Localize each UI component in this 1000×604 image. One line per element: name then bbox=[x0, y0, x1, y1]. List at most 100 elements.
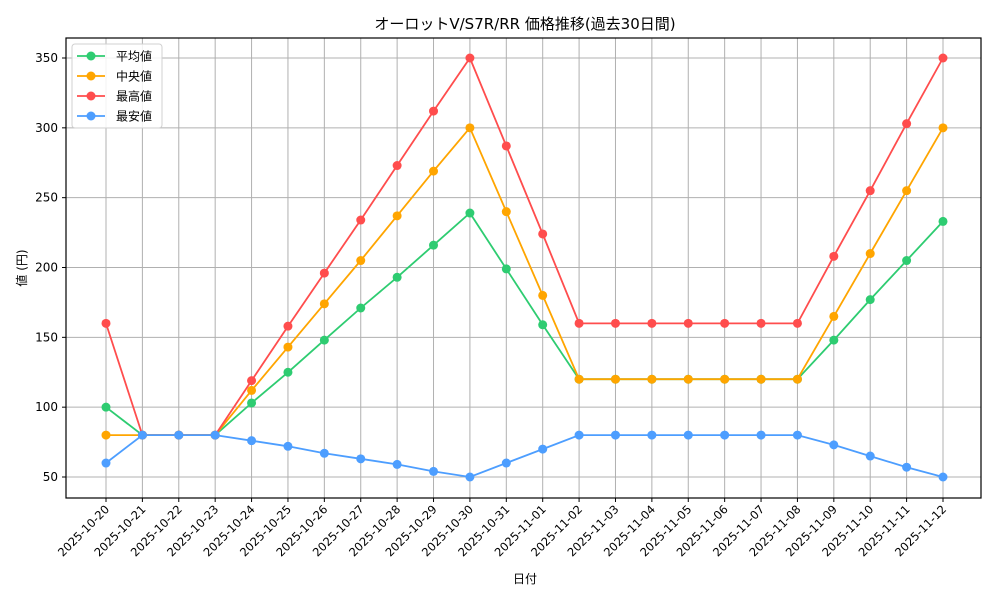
data-point bbox=[538, 444, 548, 454]
data-point bbox=[792, 374, 802, 384]
y-tick-label: 200 bbox=[35, 261, 58, 275]
x-axis-label: 日付 bbox=[513, 572, 537, 586]
data-point bbox=[356, 256, 366, 266]
grid-lines bbox=[66, 38, 981, 498]
data-point bbox=[938, 123, 948, 133]
data-point bbox=[283, 321, 293, 331]
data-point bbox=[865, 249, 875, 259]
data-point bbox=[319, 299, 329, 309]
chart-title: オーロットV/S7R/RR 価格推移(過去30日間) bbox=[374, 15, 675, 33]
legend-marker-icon bbox=[86, 111, 96, 121]
data-point bbox=[465, 123, 475, 133]
series-3 bbox=[101, 430, 948, 482]
data-point bbox=[902, 119, 912, 129]
data-point bbox=[174, 430, 184, 440]
data-point bbox=[501, 141, 511, 151]
series-1 bbox=[101, 123, 948, 440]
y-axis-label: 値 (円) bbox=[14, 249, 29, 286]
data-point bbox=[538, 320, 548, 330]
legend-item: 中央値 bbox=[77, 69, 152, 84]
data-point bbox=[319, 268, 329, 278]
data-point bbox=[792, 430, 802, 440]
data-point bbox=[865, 186, 875, 196]
data-point bbox=[938, 53, 948, 63]
legend-label: 中央値 bbox=[116, 69, 152, 84]
data-point bbox=[610, 374, 620, 384]
data-point bbox=[319, 335, 329, 345]
data-point bbox=[392, 161, 402, 171]
legend-marker-icon bbox=[86, 51, 96, 61]
data-point bbox=[756, 374, 766, 384]
data-point bbox=[720, 318, 730, 328]
data-point bbox=[538, 290, 548, 300]
data-point bbox=[101, 402, 111, 412]
data-point bbox=[902, 462, 912, 472]
data-point bbox=[829, 335, 839, 345]
data-point bbox=[501, 207, 511, 217]
legend-item: 最安値 bbox=[77, 109, 152, 124]
data-point bbox=[429, 166, 439, 176]
data-point bbox=[465, 53, 475, 63]
data-point bbox=[683, 374, 693, 384]
data-point bbox=[756, 430, 766, 440]
data-point bbox=[574, 374, 584, 384]
data-point bbox=[756, 318, 766, 328]
data-point bbox=[392, 211, 402, 221]
data-point bbox=[720, 430, 730, 440]
data-point bbox=[247, 436, 257, 446]
data-point bbox=[247, 376, 257, 386]
data-point bbox=[792, 318, 802, 328]
data-point bbox=[356, 303, 366, 313]
legend-marker-icon bbox=[86, 71, 96, 81]
legend-label: 平均値 bbox=[116, 49, 152, 64]
data-point bbox=[610, 430, 620, 440]
data-point bbox=[247, 398, 257, 408]
data-point bbox=[429, 240, 439, 250]
data-point bbox=[647, 430, 657, 440]
data-point bbox=[865, 295, 875, 305]
y-tick-label: 150 bbox=[35, 330, 58, 344]
data-point bbox=[101, 458, 111, 468]
y-axis: 50 100 150 200 250 300 350 bbox=[35, 51, 66, 484]
y-tick-label: 350 bbox=[35, 51, 58, 65]
data-point bbox=[829, 311, 839, 321]
data-point bbox=[356, 215, 366, 225]
legend-marker-icon bbox=[86, 91, 96, 101]
data-point bbox=[574, 430, 584, 440]
data-point bbox=[465, 208, 475, 218]
data-point bbox=[319, 448, 329, 458]
data-point bbox=[829, 251, 839, 261]
data-point bbox=[283, 342, 293, 352]
data-point bbox=[829, 440, 839, 450]
data-point bbox=[683, 430, 693, 440]
series-line bbox=[106, 126, 944, 437]
series-line bbox=[105, 434, 944, 478]
data-point bbox=[938, 216, 948, 226]
data-point bbox=[647, 318, 657, 328]
series-line bbox=[105, 211, 944, 437]
data-point bbox=[429, 106, 439, 116]
series-2 bbox=[101, 53, 948, 440]
data-point bbox=[283, 441, 293, 451]
y-tick-label: 100 bbox=[35, 400, 58, 414]
data-point bbox=[137, 430, 147, 440]
data-point bbox=[210, 430, 220, 440]
series-0 bbox=[101, 208, 948, 440]
series-lines bbox=[101, 53, 948, 482]
data-point bbox=[465, 472, 475, 482]
data-point bbox=[574, 318, 584, 328]
data-point bbox=[501, 264, 511, 274]
data-point bbox=[283, 367, 293, 377]
legend-label: 最安値 bbox=[116, 109, 152, 124]
data-point bbox=[429, 466, 439, 476]
data-point bbox=[647, 374, 657, 384]
data-point bbox=[392, 459, 402, 469]
data-point bbox=[865, 451, 875, 461]
data-point bbox=[902, 186, 912, 196]
data-point bbox=[356, 454, 366, 464]
data-point bbox=[247, 385, 257, 395]
legend-label: 最高値 bbox=[116, 89, 152, 104]
